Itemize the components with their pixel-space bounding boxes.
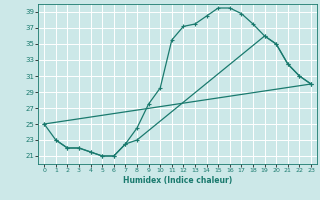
X-axis label: Humidex (Indice chaleur): Humidex (Indice chaleur) <box>123 176 232 185</box>
